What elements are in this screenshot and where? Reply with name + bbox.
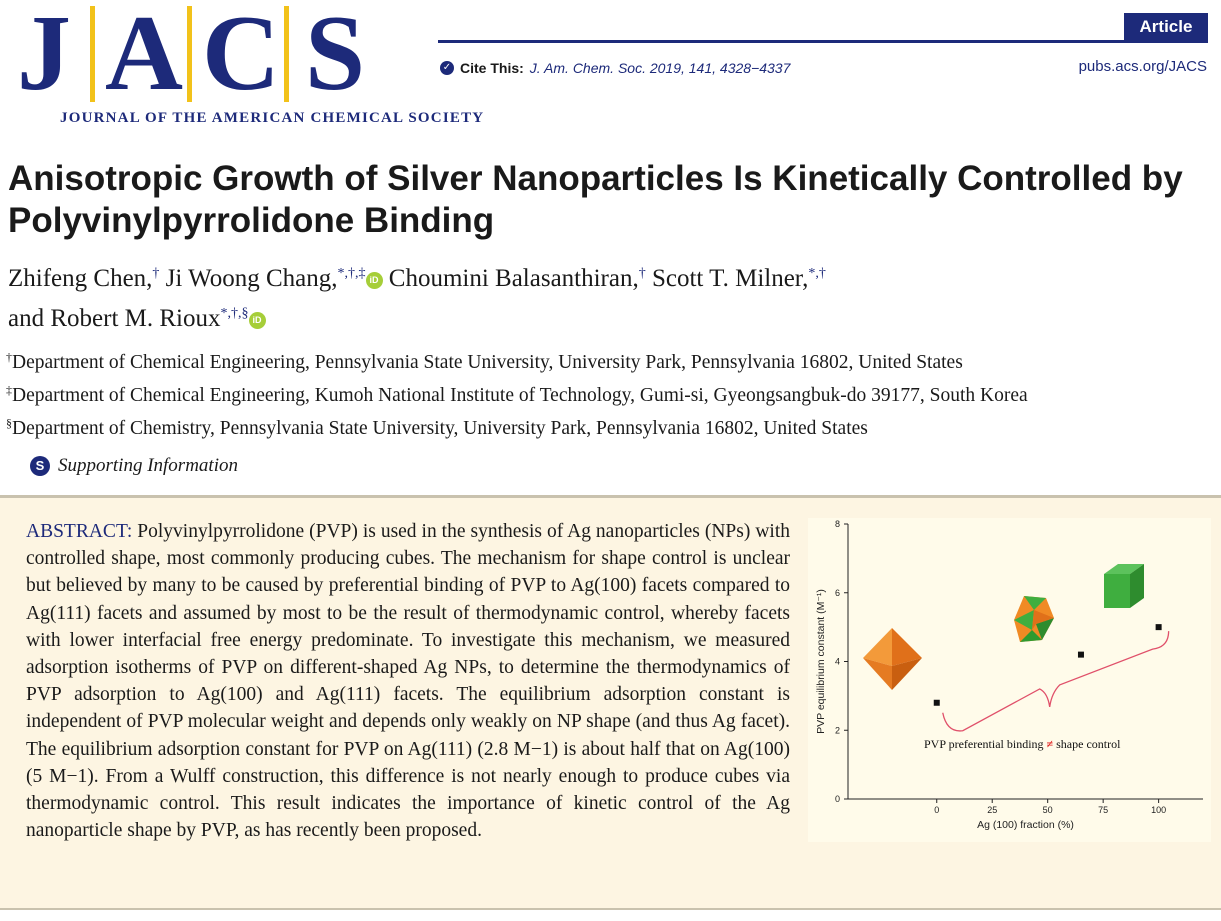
orcid-icon[interactable]: iD [248, 312, 266, 329]
chart-marks [933, 624, 1170, 732]
author-affil-marks: *,†,‡ [337, 266, 366, 281]
y-tick-label: 8 [835, 519, 840, 529]
author-affil-marks: *,†,§ [220, 306, 249, 321]
author-name[interactable]: Scott T. Milner, [651, 265, 809, 292]
affiliation-mark: † [6, 350, 12, 364]
jacs-logo: J A C S [8, 0, 371, 113]
citation-reference[interactable]: J. Am. Chem. Soc. 2019, 141, 4328−4337 [529, 60, 791, 76]
y-tick-label: 2 [835, 725, 840, 735]
chart-brace [942, 631, 1170, 732]
abstract-text: ABSTRACT: Polyvinylpyrrolidone (PVP) is … [26, 518, 790, 844]
abstract-label: ABSTRACT: [26, 521, 133, 542]
data-point [933, 699, 940, 706]
journal-name: JOURNAL OF THE AMERICAN CHEMICAL SOCIETY [60, 110, 485, 126]
author-name[interactable]: and Robert M. Rioux [8, 305, 221, 332]
author-affil-marks: † [638, 266, 646, 281]
cite-this[interactable]: ✓ Cite This: J. Am. Chem. Soc. 2019, 141… [440, 60, 790, 76]
author-affil-marks: † [152, 266, 160, 281]
octahedron-nanoparticle [863, 628, 922, 690]
logo-letter-j: J [17, 0, 71, 113]
affiliation-line: †Department of Chemical Engineering, Pen… [6, 345, 963, 375]
supporting-information-link[interactable]: S Supporting Information [30, 455, 238, 477]
affiliation-text: Department of Chemical Engineering, Kumo… [12, 385, 1028, 406]
chart-annotation: PVP preferential binding ≠ shape control [924, 737, 1121, 751]
supporting-info-label: Supporting Information [58, 455, 238, 476]
x-tick-label: 100 [1151, 805, 1166, 815]
toc-chart: 0 25 50 75 100 0 2 4 6 8 Ag (100) fraction (%) PVP … [815, 519, 1203, 831]
y-axis-label: PVP equilibrium constant (M⁻¹) [815, 589, 827, 734]
author-name[interactable]: Zhifeng Chen, [8, 265, 153, 292]
supporting-info-icon: S [30, 456, 50, 476]
logo-letter-a: A [105, 0, 183, 113]
affiliation-mark: ‡ [6, 383, 12, 397]
cite-label: Cite This: [460, 60, 524, 76]
toc-graphic: 0 25 50 75 100 0 2 4 6 8 Ag (100) fraction (%) PVP … [808, 518, 1211, 842]
affiliation-line: ‡Department of Chemical Engineering, Kum… [6, 378, 1028, 408]
x-tick-label: 25 [987, 805, 997, 815]
affiliation-line: §Department of Chemistry, Pennsylvania S… [6, 411, 868, 441]
y-tick-label: 4 [835, 657, 840, 667]
chart-axes: 0 25 50 75 100 0 2 4 6 8 Ag (100) fraction (%) PVP … [815, 519, 1203, 831]
affiliation-text: Department of Chemical Engineering, Penn… [12, 352, 963, 373]
article-type-badge: Article [1124, 13, 1208, 41]
data-point [1077, 651, 1084, 658]
logo-letter-c: C [202, 0, 280, 113]
logo-letter-s: S [304, 0, 366, 113]
abstract-body: Polyvinylpyrrolidone (PVP) is used in th… [26, 521, 790, 842]
cuboctahedron-nanoparticle [1014, 596, 1054, 642]
x-tick-label: 75 [1098, 805, 1108, 815]
orcid-icon[interactable]: iD [365, 272, 383, 289]
author-list: Zhifeng Chen,† Ji Woong Chang,*,†,‡ iD Ch… [8, 256, 1208, 336]
cube-nanoparticle [1104, 564, 1144, 608]
y-tick-label: 6 [835, 588, 840, 598]
data-point [1155, 624, 1162, 631]
check-circle-icon: ✓ [440, 61, 454, 75]
affiliation-text: Department of Chemistry, Pennsylvania St… [12, 418, 868, 439]
author-affil-marks: *,† [808, 266, 826, 281]
x-tick-label: 0 [934, 805, 939, 815]
y-tick-label: 0 [835, 794, 840, 804]
author-name[interactable]: Choumini Balasanthiran, [388, 265, 639, 292]
journal-url-link[interactable]: pubs.acs.org/JACS [1078, 58, 1207, 75]
logo-bar [90, 6, 95, 102]
article-title: Anisotropic Growth of Silver Nanoparticl… [8, 159, 1183, 240]
x-tick-label: 50 [1043, 805, 1053, 815]
header-rule [438, 40, 1208, 43]
logo-bar [187, 6, 192, 102]
logo-bar [284, 6, 289, 102]
author-name[interactable]: Ji Woong Chang, [165, 265, 338, 292]
x-axis-label: Ag (100) fraction (%) [977, 819, 1074, 831]
affiliation-mark: § [6, 416, 12, 430]
